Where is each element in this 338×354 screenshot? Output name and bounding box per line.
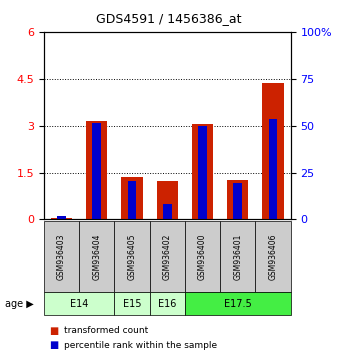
- Bar: [234, 183, 242, 219]
- Text: GSM936401: GSM936401: [233, 233, 242, 280]
- Text: ■: ■: [49, 340, 58, 350]
- Bar: [51, 218, 72, 219]
- Bar: [92, 122, 101, 219]
- Text: E16: E16: [158, 298, 176, 309]
- Text: GSM936400: GSM936400: [198, 233, 207, 280]
- Bar: [192, 124, 213, 219]
- Text: transformed count: transformed count: [64, 326, 148, 336]
- Text: E15: E15: [123, 298, 141, 309]
- Bar: [163, 204, 172, 219]
- Bar: [121, 177, 143, 219]
- Text: percentile rank within the sample: percentile rank within the sample: [64, 341, 217, 350]
- Text: GSM936402: GSM936402: [163, 233, 172, 280]
- Bar: [263, 83, 284, 219]
- Bar: [198, 126, 207, 219]
- Bar: [157, 181, 178, 219]
- Bar: [57, 216, 66, 219]
- Text: E17.5: E17.5: [224, 298, 252, 309]
- Text: age ▶: age ▶: [5, 298, 34, 309]
- Text: ■: ■: [49, 326, 58, 336]
- Bar: [227, 180, 248, 219]
- Bar: [269, 119, 277, 219]
- Text: GSM936406: GSM936406: [269, 233, 277, 280]
- Text: GSM936405: GSM936405: [127, 233, 137, 280]
- Text: GDS4591 / 1456386_at: GDS4591 / 1456386_at: [96, 12, 242, 25]
- Bar: [86, 121, 107, 219]
- Text: GSM936403: GSM936403: [57, 233, 66, 280]
- Text: GSM936404: GSM936404: [92, 233, 101, 280]
- Bar: [128, 181, 137, 219]
- Text: E14: E14: [70, 298, 88, 309]
